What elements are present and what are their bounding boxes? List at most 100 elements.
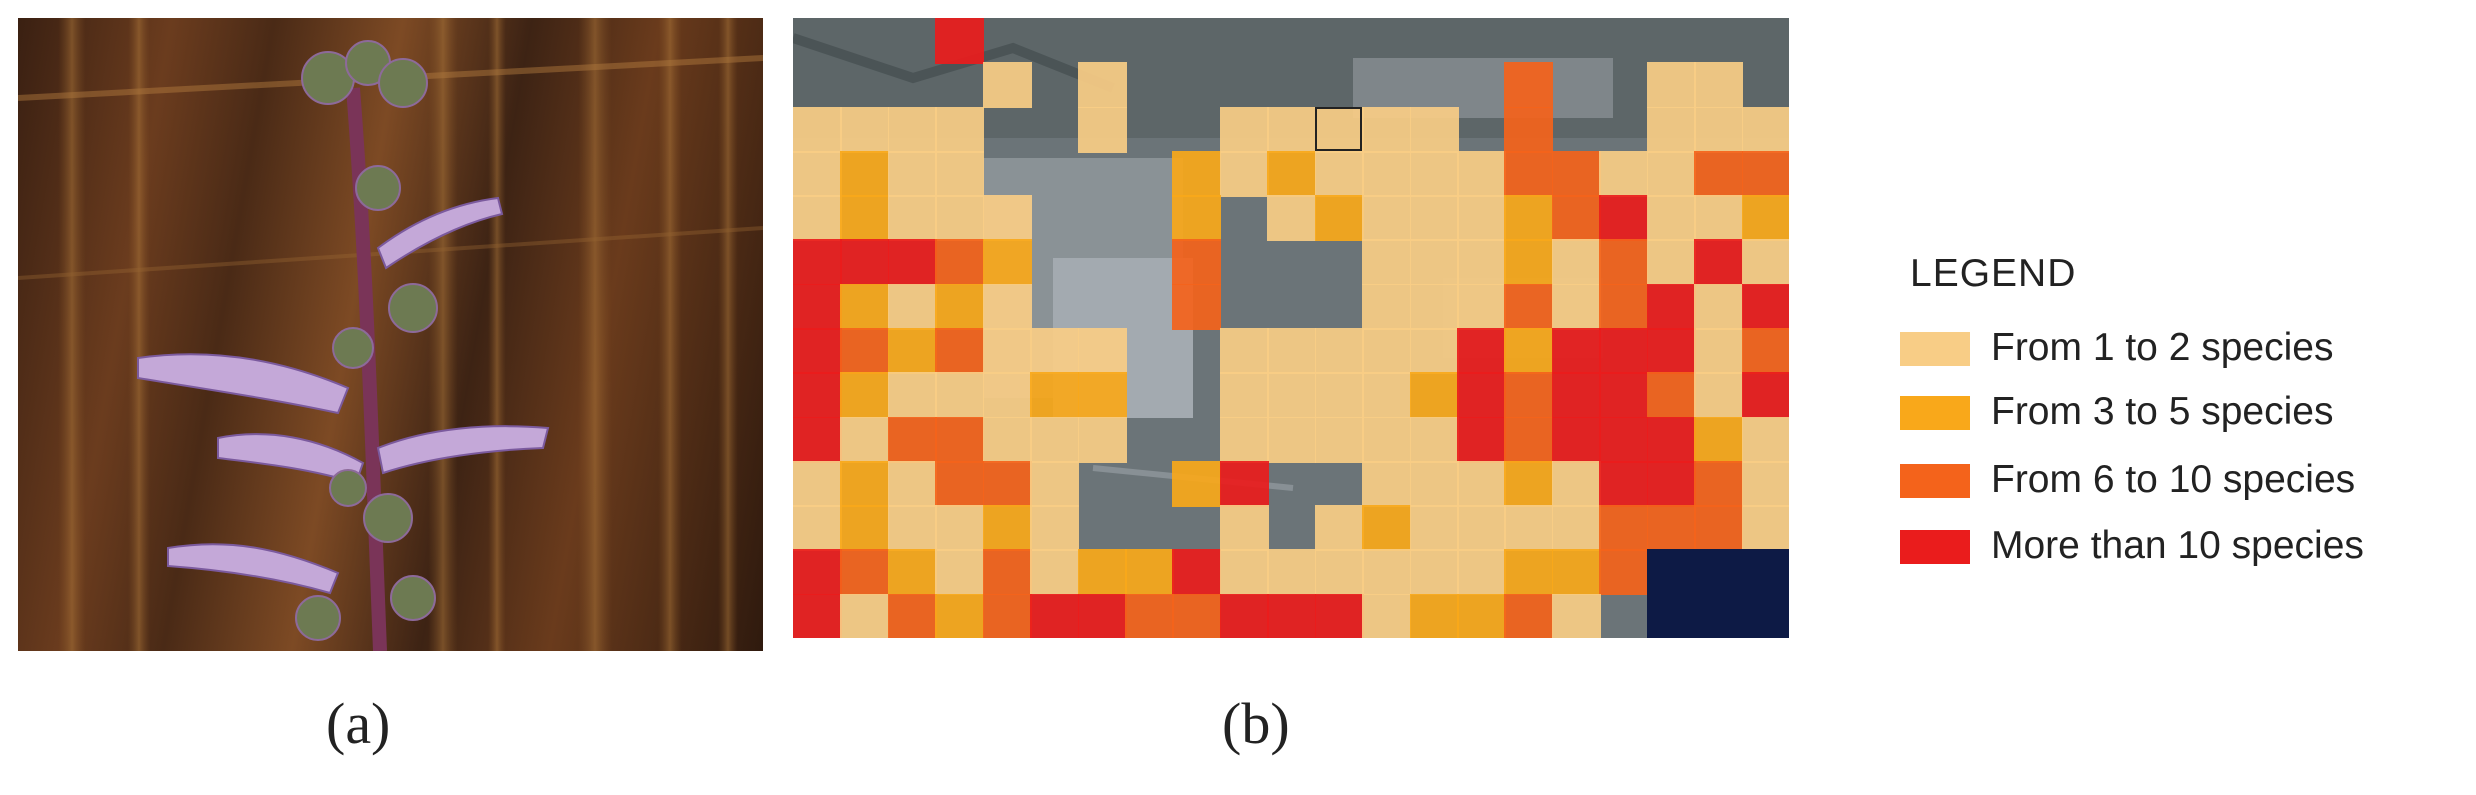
grid-cell xyxy=(1410,107,1459,153)
grid-cell xyxy=(1315,328,1364,374)
grid-cell xyxy=(1647,284,1696,330)
grid-cell xyxy=(1694,372,1743,418)
grid-cell xyxy=(888,505,937,551)
grid-cell xyxy=(1552,417,1601,463)
grid-cell xyxy=(983,239,1032,285)
grid-cell xyxy=(1694,505,1743,551)
grid-cell xyxy=(1647,461,1696,507)
grid-cell xyxy=(1457,417,1506,463)
grid-cell xyxy=(1315,151,1364,197)
grid-cell xyxy=(983,594,1032,638)
grid-cell xyxy=(1599,195,1648,241)
grid-cell xyxy=(983,549,1032,595)
grid-cell xyxy=(1504,594,1553,638)
grid-cell xyxy=(1457,239,1506,285)
grid-cell xyxy=(1030,328,1079,374)
grid-cell xyxy=(1315,195,1364,241)
grid-cell xyxy=(1362,417,1411,463)
grid-cell xyxy=(1599,505,1648,551)
grid-cell xyxy=(935,18,984,64)
grid-cell xyxy=(840,549,889,595)
grid-cell xyxy=(935,239,984,285)
grid-cell xyxy=(888,195,937,241)
grid-cell xyxy=(888,417,937,463)
grid-cell xyxy=(793,594,842,638)
grid-cell xyxy=(1172,195,1221,241)
grid-cell xyxy=(1552,594,1601,638)
legend: LEGEND From 1 to 2 species From 3 to 5 s… xyxy=(1888,252,2468,567)
grid-cell xyxy=(1504,328,1553,374)
grid-cell xyxy=(1362,284,1411,330)
grid-cell xyxy=(1220,549,1269,595)
grid-cell xyxy=(935,284,984,330)
grid-cell xyxy=(1742,372,1789,418)
grid-cell xyxy=(1030,549,1079,595)
grid-cell xyxy=(793,107,842,153)
legend-title: LEGEND xyxy=(1910,252,2077,295)
grid-cell xyxy=(983,328,1032,374)
grid-cell xyxy=(1457,461,1506,507)
grid-cell xyxy=(1552,461,1601,507)
grid-cell xyxy=(1172,461,1221,507)
grid-cell xyxy=(983,372,1032,418)
grid-cell xyxy=(935,151,984,197)
grid-cell xyxy=(1504,549,1553,595)
grid-cell xyxy=(1504,417,1553,463)
grid-cell xyxy=(983,62,1032,108)
grid-cell xyxy=(1220,328,1269,374)
grid-cell xyxy=(1267,594,1316,638)
grid-cell xyxy=(840,328,889,374)
grid-cell xyxy=(1647,417,1696,463)
grid-cell xyxy=(1742,417,1789,463)
grid-cell xyxy=(983,505,1032,551)
grid-cell xyxy=(840,372,889,418)
grid-cell xyxy=(1742,195,1789,241)
grid-cell xyxy=(1694,284,1743,330)
water-area xyxy=(1742,594,1789,638)
grid-cell xyxy=(888,549,937,595)
legend-swatch xyxy=(1900,332,1970,366)
grid-cell xyxy=(793,239,842,285)
grid-cell xyxy=(888,284,937,330)
grid-cell xyxy=(1030,594,1079,638)
grid-cell xyxy=(888,107,937,153)
grid-cell xyxy=(935,372,984,418)
grid-cell xyxy=(1742,239,1789,285)
grid-cell xyxy=(1172,549,1221,595)
grid-cell xyxy=(1315,549,1364,595)
grid-cell xyxy=(1078,372,1127,418)
legend-label: From 6 to 10 species xyxy=(1991,458,2356,501)
grid-cell xyxy=(793,151,842,197)
grid-cell xyxy=(1599,417,1648,463)
grid-cell xyxy=(1504,62,1553,108)
grid-cell xyxy=(1362,594,1411,638)
grid-cell xyxy=(1742,151,1789,197)
grid-cell xyxy=(888,239,937,285)
grid-cell xyxy=(1742,107,1789,153)
grid-cell xyxy=(1457,505,1506,551)
grid-cell xyxy=(1457,151,1506,197)
grid-cell xyxy=(1078,549,1127,595)
grid-cell xyxy=(1315,594,1364,638)
legend-swatch xyxy=(1900,530,1970,564)
grid-cell xyxy=(1552,549,1601,595)
grid-cell xyxy=(793,461,842,507)
grid-cell xyxy=(935,505,984,551)
grid-cell xyxy=(1552,505,1601,551)
grid-cell xyxy=(1267,328,1316,374)
grid-cell xyxy=(1599,461,1648,507)
grid-cell xyxy=(1315,107,1364,153)
grid-cell xyxy=(1362,461,1411,507)
species-grid-map xyxy=(793,18,1789,638)
grid-cell xyxy=(1078,62,1127,108)
grid-cell xyxy=(1742,328,1789,374)
grid-cell xyxy=(1504,505,1553,551)
grid-cell xyxy=(1504,239,1553,285)
grid-cell xyxy=(1267,372,1316,418)
grid-cell xyxy=(1315,372,1364,418)
grid-cell xyxy=(1410,505,1459,551)
grid-cell xyxy=(1504,107,1553,153)
grid-cell xyxy=(1457,284,1506,330)
grid-cell xyxy=(935,461,984,507)
grid-cell xyxy=(983,461,1032,507)
